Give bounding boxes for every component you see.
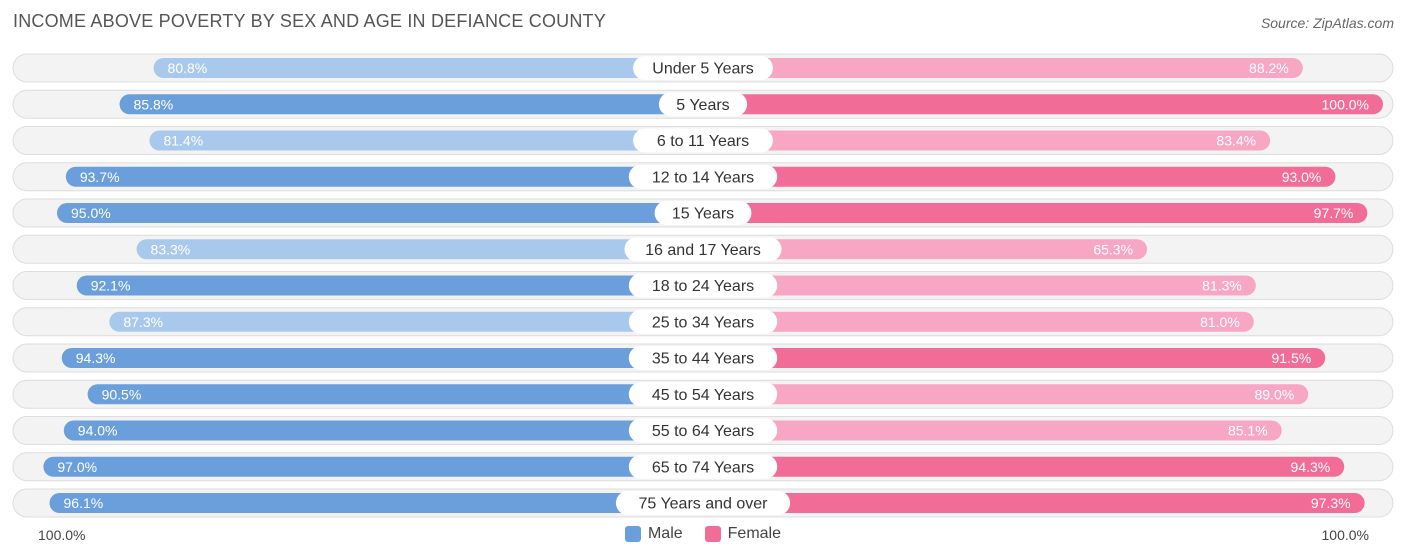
- male-bar: [136, 239, 703, 260]
- female-value-label: 83.4%: [1216, 133, 1256, 149]
- legend-swatch-male: [624, 526, 641, 542]
- category-pill: [628, 418, 778, 443]
- legend-swatch-female: [704, 526, 721, 542]
- category-label: 16 and 17 Years: [645, 242, 761, 259]
- category-label: 35 to 44 Years: [652, 351, 754, 368]
- male-value-label: 92.1%: [91, 278, 131, 294]
- male-value-label: 97.0%: [57, 459, 97, 475]
- category-label: 15 Years: [672, 206, 734, 223]
- male-value-label: 83.3%: [151, 241, 191, 257]
- source-credit: Source: ZipAtlas.com: [1260, 15, 1394, 31]
- female-bar: [703, 420, 1282, 441]
- category-label: 25 to 34 Years: [652, 314, 754, 331]
- female-value-label: 94.3%: [1291, 459, 1331, 475]
- category-pill: [624, 237, 782, 262]
- male-bar: [43, 456, 703, 477]
- male-value-label: 90.5%: [102, 386, 142, 402]
- male-value-label: 96.1%: [64, 495, 104, 511]
- category-pill: [628, 164, 778, 189]
- category-label: 5 Years: [676, 97, 729, 114]
- female-bar: [703, 456, 1345, 477]
- female-value-label: 65.3%: [1093, 241, 1133, 257]
- male-bar: [63, 420, 704, 441]
- male-value-label: 95.0%: [71, 205, 111, 221]
- female-value-label: 81.3%: [1202, 278, 1242, 294]
- male-bar: [76, 275, 704, 296]
- category-pill: [658, 92, 748, 117]
- female-bar: [703, 493, 1365, 513]
- category-label: 45 to 54 Years: [652, 387, 754, 404]
- female-bar: [703, 58, 1303, 78]
- category-label: Under 5 Years: [652, 61, 753, 78]
- male-bar: [87, 384, 704, 405]
- category-pill: [628, 309, 778, 334]
- female-bar: [703, 130, 1271, 151]
- chart-title: INCOME ABOVE POVERTY BY SEX AND AGE IN D…: [13, 11, 606, 31]
- legend-label-male: Male: [647, 525, 683, 542]
- category-pill: [628, 382, 778, 407]
- legend-label-female: Female: [727, 525, 782, 542]
- female-bar: [703, 239, 1148, 260]
- male-bar: [61, 348, 703, 368]
- female-value-label: 93.0%: [1282, 169, 1322, 185]
- female-value-label: 85.1%: [1228, 423, 1268, 439]
- male-value-label: 94.0%: [78, 423, 118, 439]
- female-bar: [703, 94, 1383, 115]
- female-value-label: 97.7%: [1314, 205, 1354, 221]
- category-pill: [633, 128, 773, 153]
- category-pill: [633, 56, 773, 80]
- male-bar: [65, 166, 704, 187]
- female-value-label: 97.3%: [1311, 495, 1351, 511]
- male-bar: [153, 58, 703, 78]
- legend-item-female[interactable]: Female: [704, 525, 782, 543]
- category-pill: [628, 346, 778, 370]
- legend: Male Female: [0, 525, 1406, 543]
- female-value-label: 100.0%: [1322, 96, 1369, 112]
- male-value-label: 87.3%: [123, 314, 163, 330]
- female-value-label: 88.2%: [1249, 60, 1289, 76]
- male-bar: [149, 130, 704, 151]
- legend-item-male[interactable]: Male: [624, 525, 683, 543]
- category-label: 6 to 11 Years: [657, 133, 749, 150]
- female-bar: [703, 166, 1336, 187]
- category-label: 12 to 14 Years: [652, 169, 754, 186]
- female-value-label: 89.0%: [1254, 386, 1294, 402]
- male-value-label: 93.7%: [80, 169, 120, 185]
- male-value-label: 85.8%: [134, 96, 174, 112]
- male-value-label: 94.3%: [76, 350, 116, 366]
- category-label: 18 to 24 Years: [652, 278, 754, 295]
- female-value-label: 81.0%: [1200, 314, 1240, 330]
- axis-left-label: 100.0%: [38, 527, 86, 543]
- category-pill: [615, 491, 791, 515]
- male-bar: [109, 311, 704, 332]
- axis-right-label: 100.0%: [1321, 527, 1369, 543]
- female-value-label: 91.5%: [1271, 350, 1311, 366]
- male-value-label: 80.8%: [168, 60, 208, 76]
- female-bar: [703, 348, 1326, 368]
- female-bar: [703, 275, 1256, 296]
- category-pill: [654, 201, 752, 225]
- category-pill: [628, 273, 778, 298]
- male-bar: [119, 94, 703, 115]
- female-bar: [703, 311, 1254, 332]
- female-bar: [703, 203, 1368, 223]
- male-bar: [57, 203, 703, 223]
- category-label: 55 to 64 Years: [652, 423, 754, 440]
- category-pill: [628, 454, 778, 479]
- male-value-label: 81.4%: [163, 133, 203, 149]
- category-label: 65 to 74 Years: [652, 459, 754, 476]
- male-bar: [49, 493, 703, 513]
- female-bar: [703, 384, 1309, 405]
- category-label: 75 Years and over: [639, 496, 769, 513]
